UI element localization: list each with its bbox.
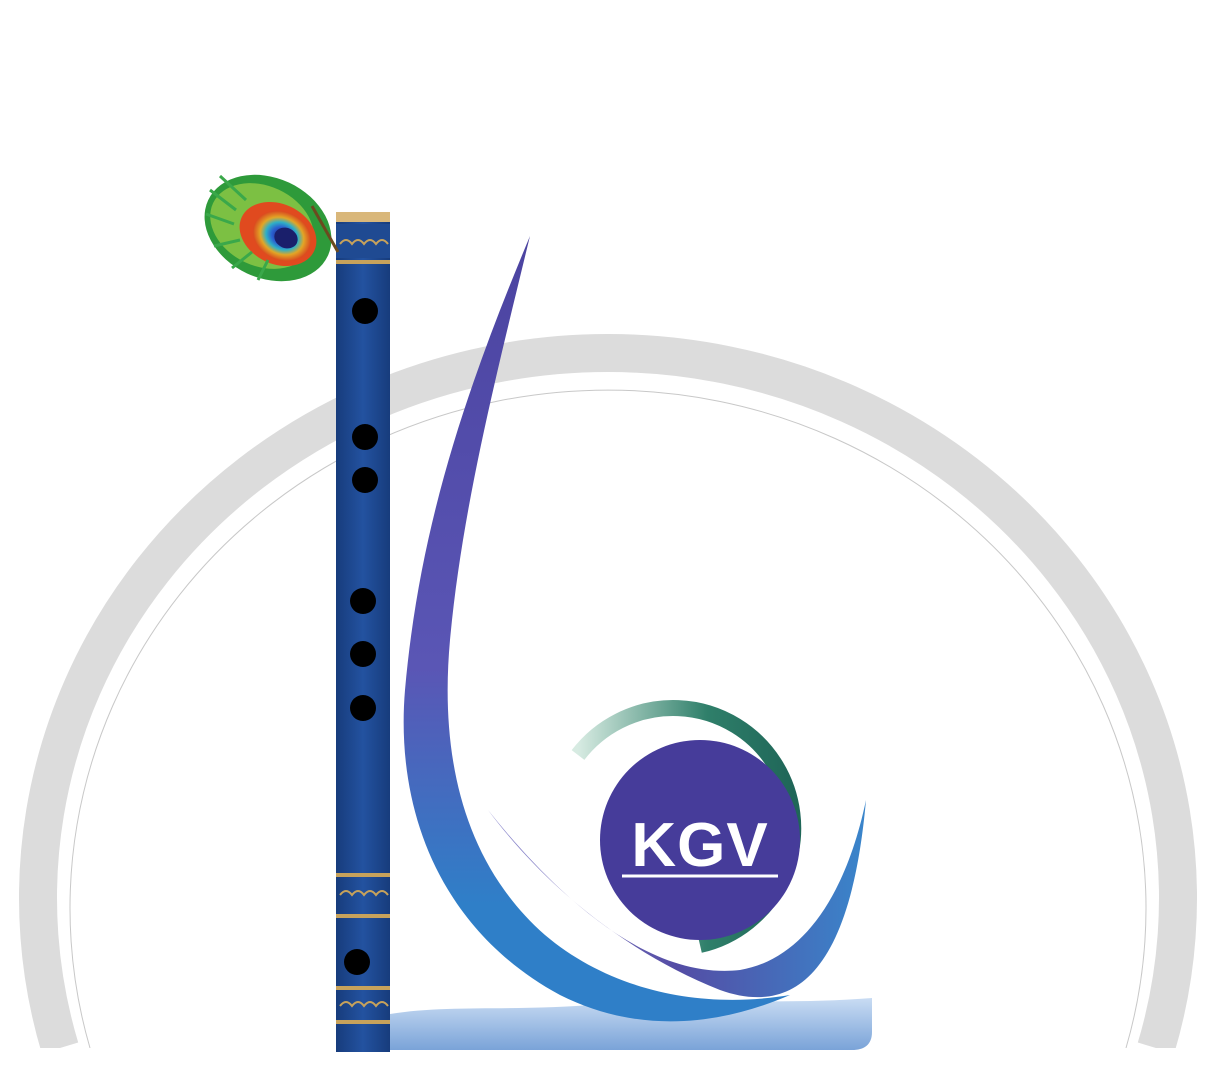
flute-icon <box>336 212 390 1052</box>
water-icon <box>390 998 872 1050</box>
logo-text: KGV <box>631 811 768 880</box>
outer-ring <box>0 334 1216 1086</box>
peacock-feather-icon <box>204 174 340 282</box>
kgv-emblem: KGV <box>571 700 802 953</box>
